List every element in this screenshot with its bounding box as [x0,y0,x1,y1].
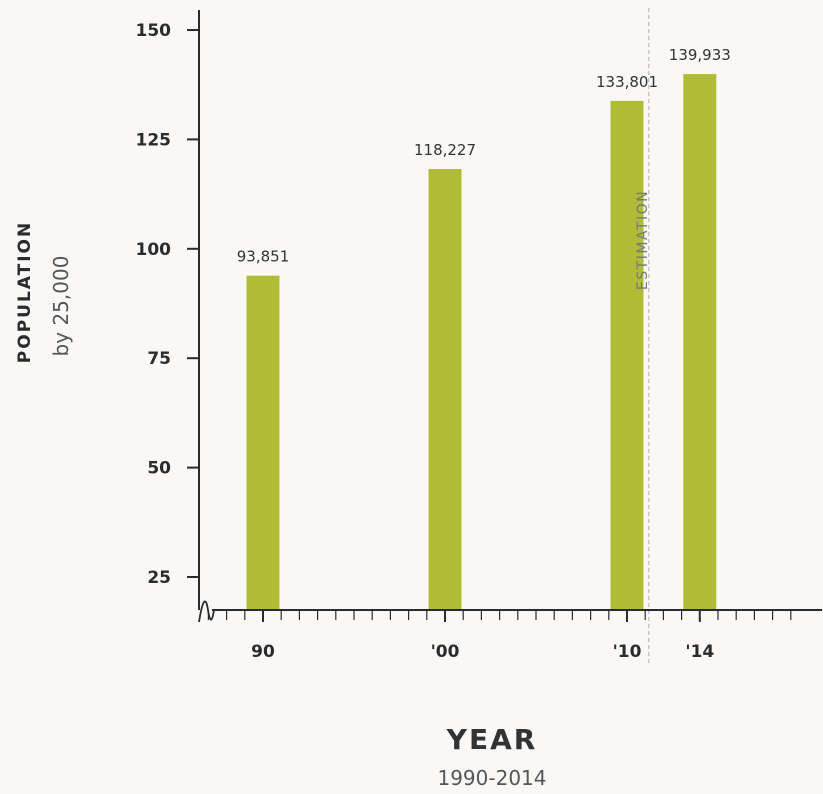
y-ticks: 25 50 75 100 125 150 [136,21,199,588]
x-ticks: 90 '00 '10 '14 [207,610,792,662]
axis-titles: POPULATION by 25,000 YEAR 1990-2014 [15,221,547,790]
y-tick-label: 25 [147,568,171,588]
y-axis-title: POPULATION [15,221,35,363]
bar [246,275,280,610]
bar-value-label: 93,851 [237,248,290,266]
bar-value-label: 118,227 [414,141,476,159]
estimation-annotation: ESTIMATION [635,8,651,665]
y-tick-label: 50 [147,459,171,479]
axes-group: 25 50 75 100 125 150 90 '00 '10 '14 [136,10,822,662]
y-axis-subtitle: by 25,000 [49,256,73,357]
x-tick-label: '14 [685,642,714,662]
x-tick-label: '10 [613,642,642,662]
x-axis-title: YEAR [446,723,538,756]
x-tick-label: '00 [431,642,460,662]
x-axis-subtitle: 1990-2014 [437,766,546,790]
estimation-label: ESTIMATION [635,190,651,290]
y-tick-label: 75 [147,349,171,369]
y-tick-label: 125 [136,130,172,150]
bar-value-label: 133,801 [596,73,658,91]
x-tick-label: 90 [251,642,275,662]
data-labels-group: 93,851 118,227 133,801 139,933 [237,46,731,266]
bar [610,100,644,610]
bars-group [246,74,717,611]
bar-value-label: 139,933 [669,46,731,64]
y-tick-label: 100 [136,240,172,260]
axis-break-squiggle [198,600,215,623]
bar [428,169,462,611]
bar [683,74,717,610]
y-tick-label: 150 [136,21,172,41]
